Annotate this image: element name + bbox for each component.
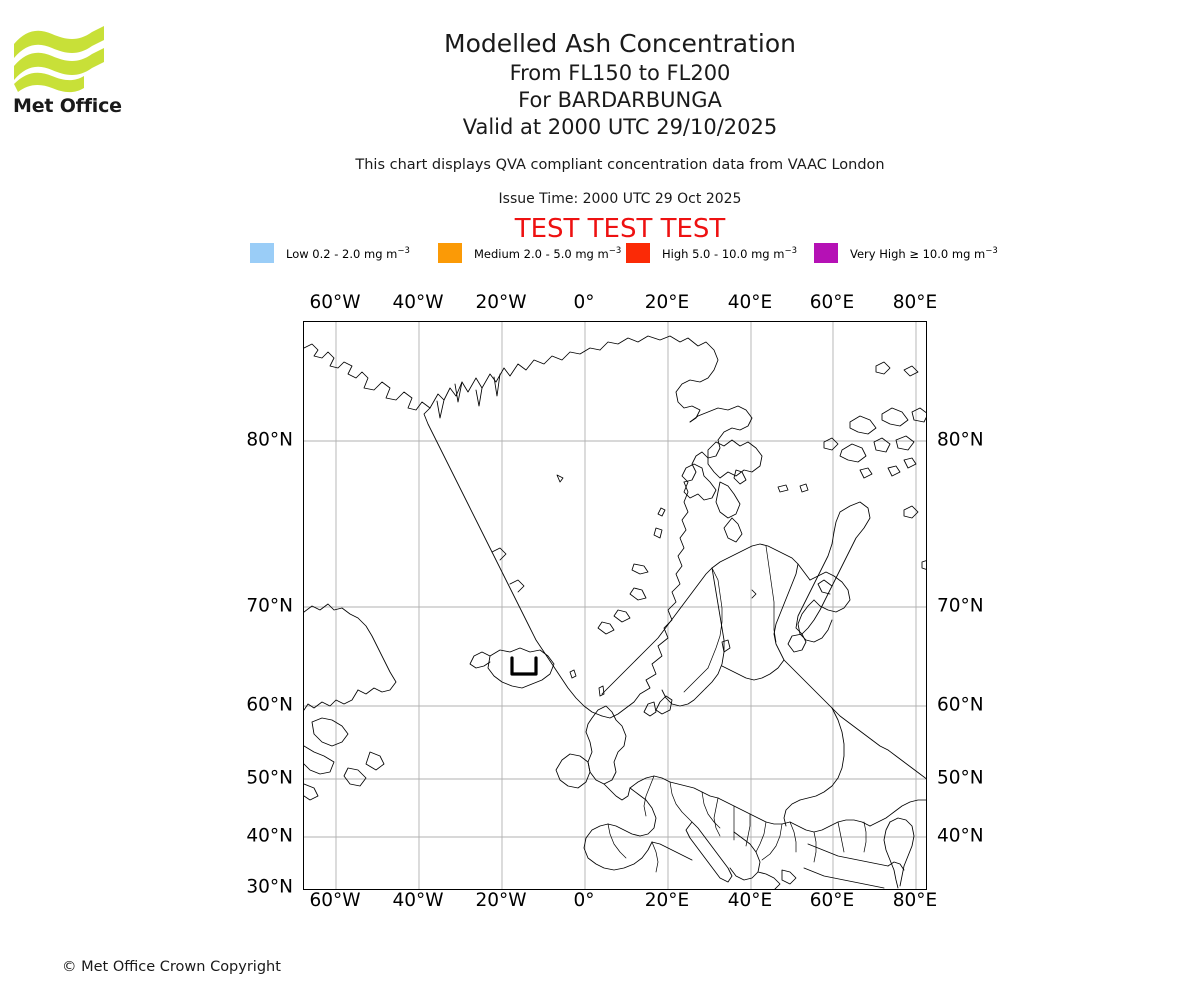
y-tick-label-right: 40°N (937, 825, 984, 847)
y-tick-label-left: 70°N (246, 595, 293, 617)
x-tick-label-top: 0° (573, 292, 595, 313)
y-tick-label-right: 50°N (937, 767, 984, 789)
graticule (304, 322, 926, 889)
x-tick-label-bottom: 20°E (644, 890, 690, 911)
x-tick-label-bottom: 80°E (892, 890, 938, 911)
y-tick-label-left: 40°N (246, 825, 293, 847)
y-tick-label-right: 60°N (937, 694, 984, 716)
x-tick-label-bottom: 40°E (727, 890, 773, 911)
legend-label-very-high: Very High ≥ 10.0 mg m−3 (850, 245, 998, 261)
legend-swatch-medium (438, 243, 462, 263)
met-office-waves-icon (14, 26, 104, 93)
legend-label-low: Low 0.2 - 2.0 mg m−3 (286, 245, 410, 261)
map-plot-area (303, 321, 927, 890)
x-tick-label-bottom: 20°W (475, 890, 527, 911)
met-office-logo: Met Office (12, 22, 132, 122)
map-canvas (304, 322, 926, 889)
legend-swatch-high (626, 243, 650, 263)
x-tick-label-top: 60°E (809, 292, 855, 313)
title-valid-time: Valid at 2000 UTC 29/10/2025 (462, 115, 778, 139)
test-banner: TEST TEST TEST (514, 214, 726, 244)
x-tick-label-top: 60°W (309, 292, 361, 313)
legend-label-high: High 5.0 - 10.0 mg m−3 (662, 245, 797, 261)
met-office-wordmark: Met Office (13, 95, 122, 117)
copyright-notice: © Met Office Crown Copyright (62, 959, 281, 975)
map-frame (303, 321, 927, 890)
x-tick-label-top: 20°E (644, 292, 690, 313)
legend-item-medium: Medium 2.0 - 5.0 mg m−3 (438, 243, 626, 263)
y-tick-label-right: 80°N (937, 429, 984, 451)
y-tick-label-right: 70°N (937, 595, 984, 617)
concentration-legend: Low 0.2 - 2.0 mg m−3 Medium 2.0 - 5.0 mg … (250, 240, 998, 266)
x-tick-label-top: 40°E (727, 292, 773, 313)
x-tick-label-top: 40°W (392, 292, 444, 313)
x-tick-label-bottom: 60°E (809, 890, 855, 911)
y-tick-label-left: 80°N (246, 429, 293, 451)
coastlines (304, 335, 926, 889)
legend-swatch-low (250, 243, 274, 263)
y-tick-label-left: 60°N (246, 694, 293, 716)
issue-time-label: Issue Time: 2000 UTC 29 Oct 2025 (498, 191, 742, 207)
legend-item-low: Low 0.2 - 2.0 mg m−3 (250, 243, 438, 263)
legend-swatch-very-high (814, 243, 838, 263)
y-tick-label-left: 30°N (246, 876, 293, 898)
legend-item-high: High 5.0 - 10.0 mg m−3 (626, 243, 814, 263)
x-tick-label-bottom: 40°W (392, 890, 444, 911)
x-tick-label-bottom: 60°W (309, 890, 361, 911)
chart-title-block: Modelled Ash Concentration From FL150 to… (200, 28, 1040, 141)
x-tick-label-top: 20°W (475, 292, 527, 313)
legend-label-medium: Medium 2.0 - 5.0 mg m−3 (474, 245, 622, 261)
title-flight-level: From FL150 to FL200 (509, 61, 731, 85)
qva-compliance-note: This chart displays QVA compliant concen… (355, 157, 885, 173)
y-tick-label-left: 50°N (246, 767, 293, 789)
x-tick-label-bottom: 0° (573, 890, 595, 911)
x-tick-label-top: 80°E (892, 292, 938, 313)
legend-item-very-high: Very High ≥ 10.0 mg m−3 (814, 243, 1002, 263)
title-volcano: For BARDARBUNGA (518, 88, 722, 112)
page-title: Modelled Ash Concentration (444, 29, 796, 58)
